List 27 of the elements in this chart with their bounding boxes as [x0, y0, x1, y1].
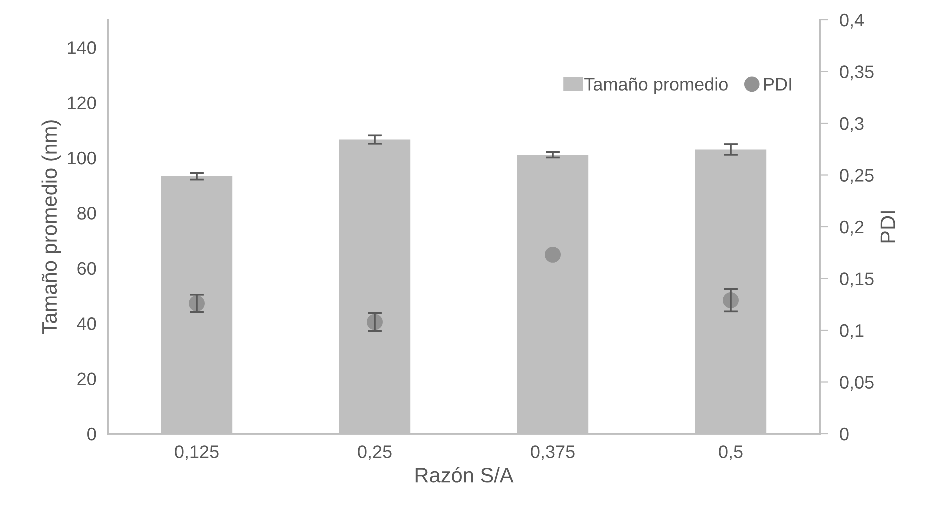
- y2-tick-label: 0,05: [840, 376, 874, 392]
- legend-label: PDI: [764, 78, 792, 91]
- legend-label: Tamaño promedio: [584, 78, 728, 94]
- y2-tick-label: 0,15: [840, 272, 874, 288]
- y2-axis-title: PDI: [880, 212, 896, 243]
- y-tick-label: 20: [78, 372, 96, 386]
- y-tick-label: 60: [78, 262, 96, 276]
- y2-tick-label: 0,3: [840, 117, 864, 132]
- x-tick-label: 0,5: [719, 446, 743, 461]
- point: [545, 246, 561, 263]
- x-tick-label: 0,125: [175, 446, 219, 461]
- y2-tick-label: 0,1: [840, 324, 864, 340]
- x-tick-label: 0,25: [358, 446, 392, 461]
- y-tick-label: 140: [68, 42, 96, 54]
- x-tick-label: 0,375: [531, 446, 575, 461]
- y-tick-label: 40: [77, 318, 96, 330]
- y2-tick-label: 0,25: [840, 169, 874, 184]
- x-axis-title: Razón S/A: [416, 467, 514, 483]
- y2-tick-label: 0,35: [840, 66, 874, 81]
- y-tick-label: 0: [88, 428, 96, 441]
- y-tick-label: 80: [78, 207, 96, 220]
- y-tick-label: 120: [68, 96, 96, 110]
- y2-tick-label: 0,2: [840, 220, 864, 236]
- y2-tick-label: 0: [840, 428, 849, 441]
- y-axis-title: Tamaño promedio (nm): [42, 120, 62, 334]
- y2-tick-label: 0,4: [840, 14, 864, 29]
- y-tick-label: 100: [68, 152, 96, 165]
